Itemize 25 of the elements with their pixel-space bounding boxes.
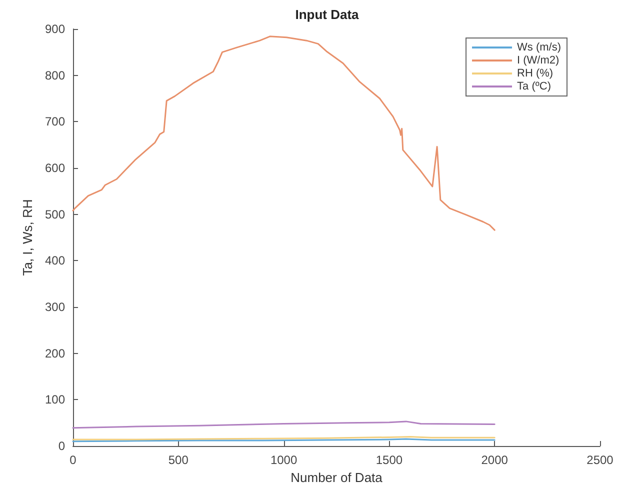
- y-tick-label: 600: [44, 161, 66, 175]
- y-axis-title: Ta, I, Ws, RH: [20, 199, 36, 276]
- y-tick-label: 500: [44, 207, 66, 222]
- x-tick-label: 500: [168, 453, 189, 467]
- legend-label: Ta (ºC): [517, 80, 551, 92]
- line-series: [72, 36, 496, 231]
- legend-label: I (W/m2): [517, 54, 560, 66]
- y-tick-label: 0: [58, 439, 66, 453]
- y-tick-label: 900: [44, 22, 66, 36]
- x-tick-label: 0: [70, 453, 77, 467]
- x-axis-title: Number of Data: [290, 470, 384, 485]
- legend-label: RH (%): [517, 68, 554, 80]
- x-tick-label: 2000: [481, 453, 508, 467]
- y-tick-label: 100: [44, 392, 66, 407]
- x-tick-label: 2500: [586, 453, 614, 467]
- line-series: [72, 420, 496, 429]
- chart-title: Input Data: [295, 7, 360, 22]
- x-tick-label: 1000: [270, 453, 298, 467]
- y-tick-label: 200: [44, 346, 66, 360]
- x-tick-label: 1500: [376, 453, 403, 467]
- y-tick-label: 400: [44, 254, 66, 268]
- y-tick-label: 300: [44, 300, 66, 314]
- y-tick-label: 800: [44, 68, 66, 82]
- y-tick-label: 700: [44, 114, 66, 129]
- legend-label: Ws (m/s): [517, 42, 561, 54]
